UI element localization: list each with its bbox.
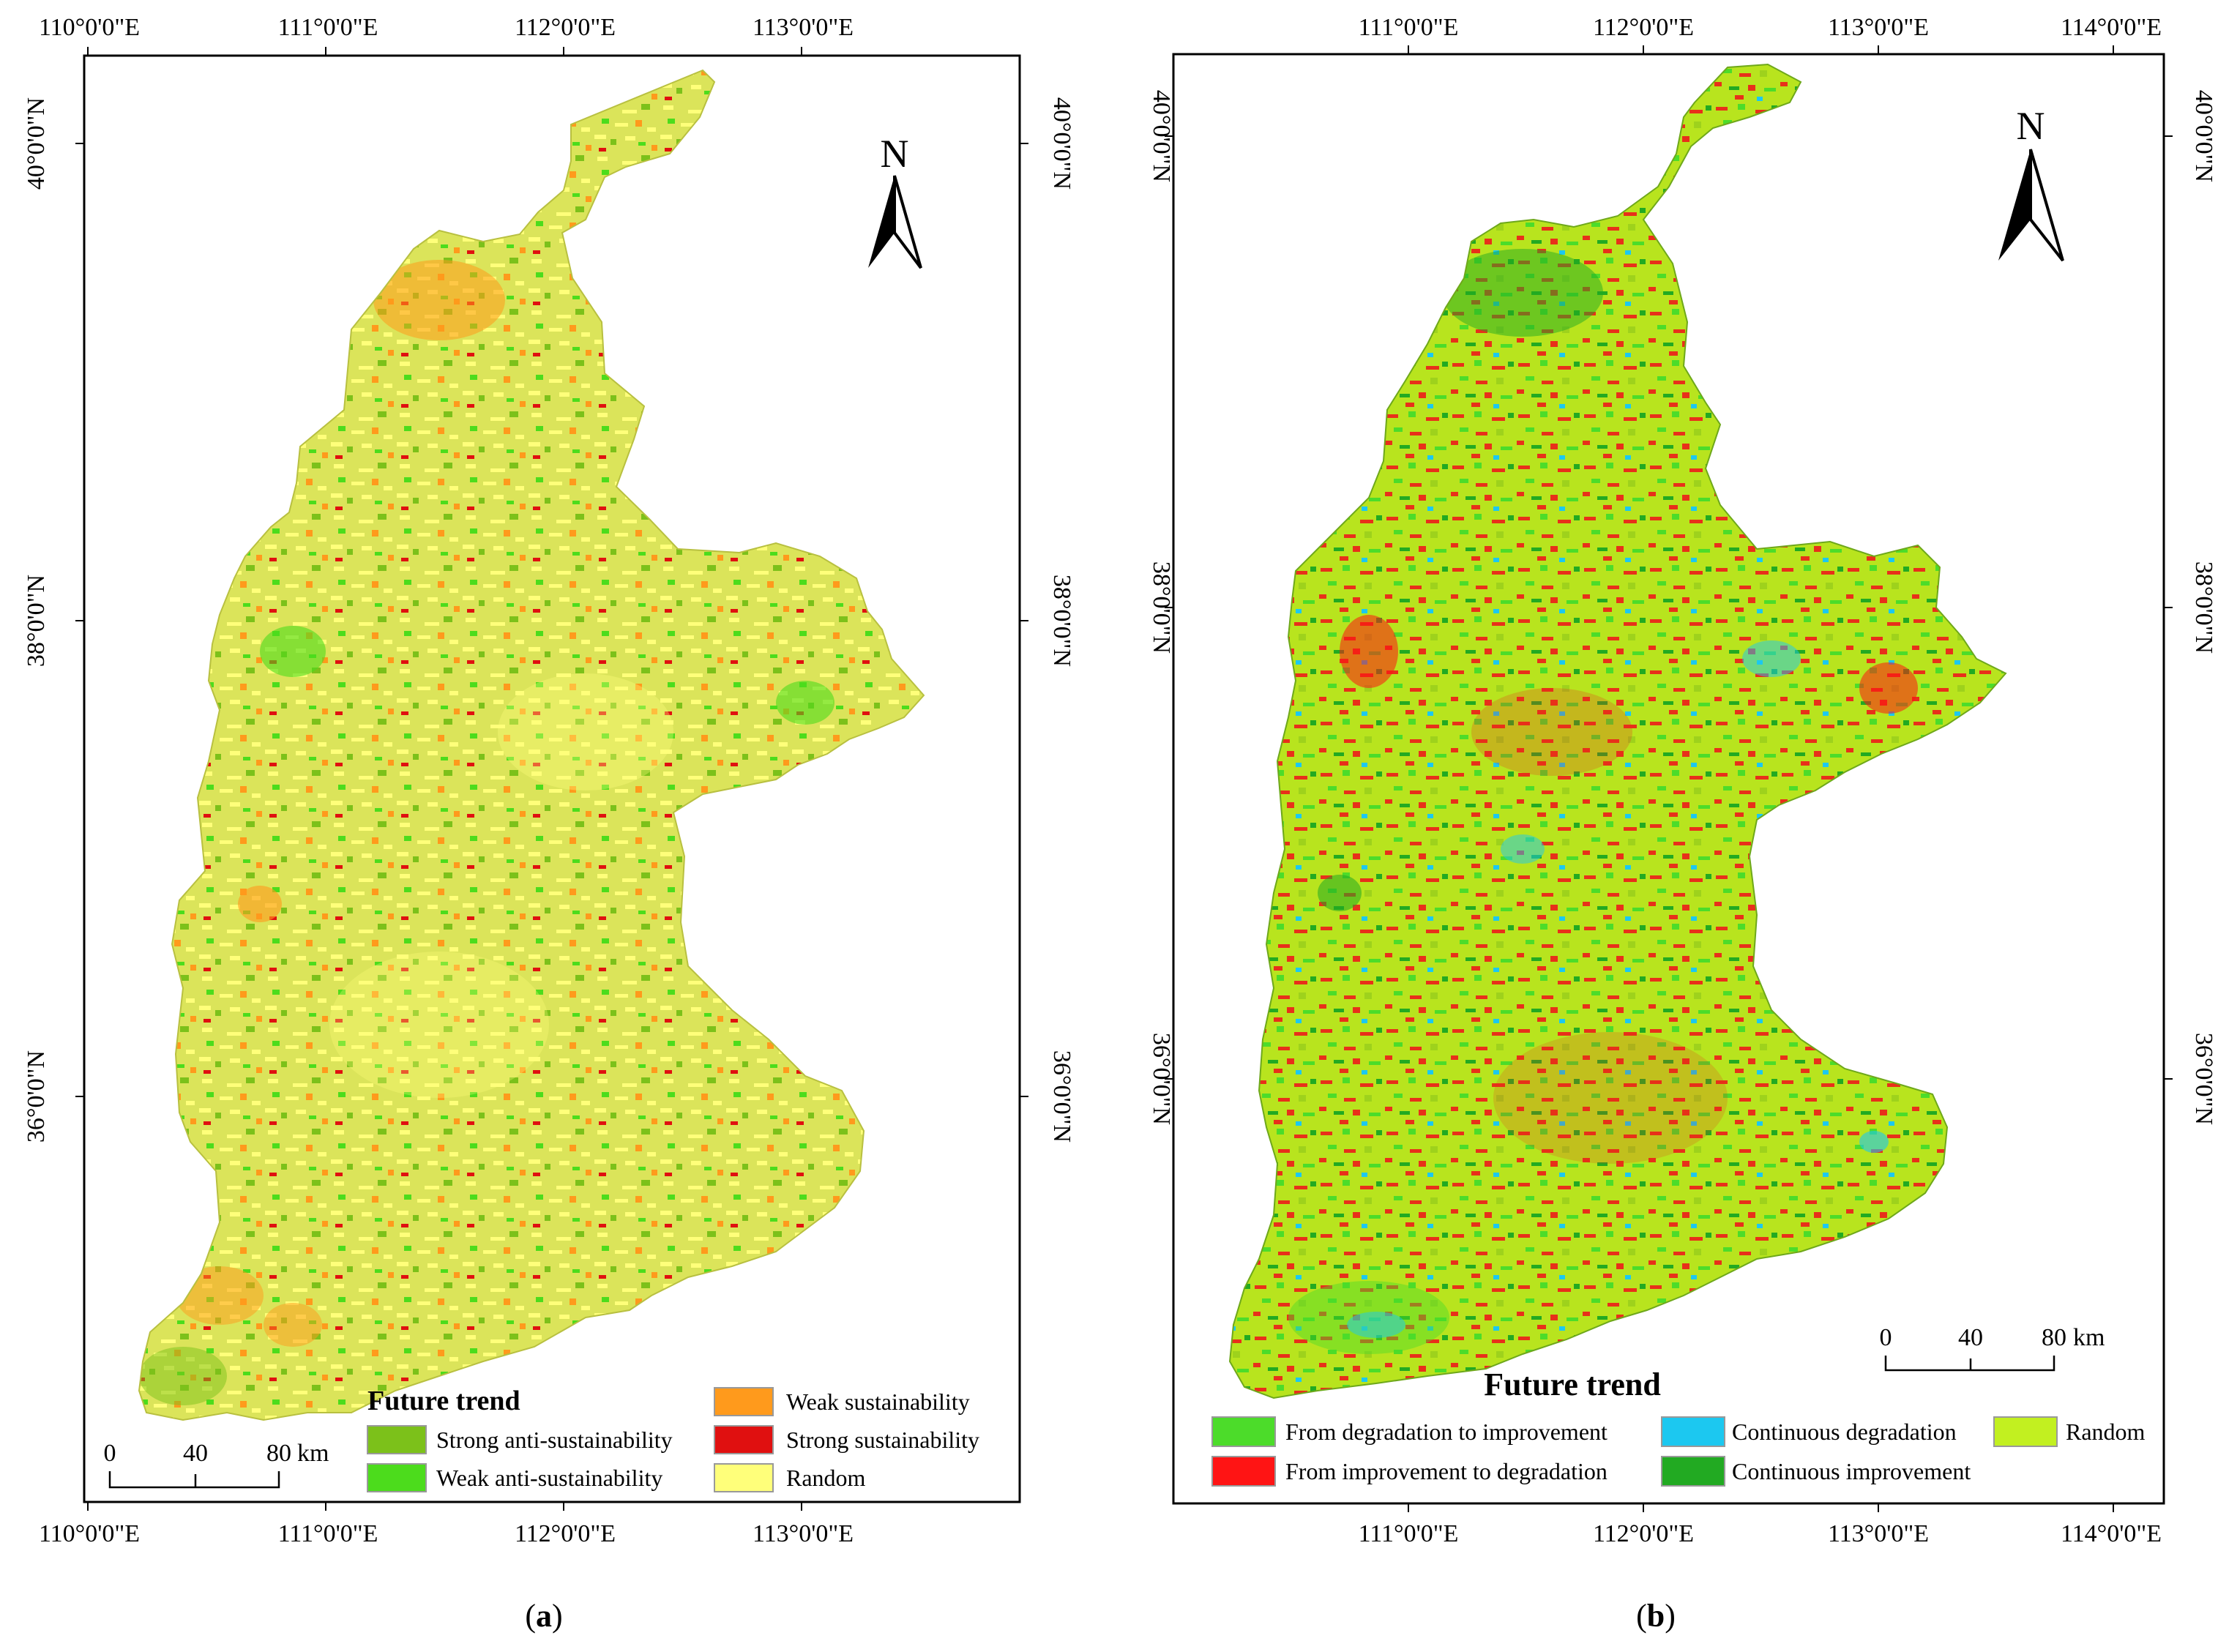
lat-label: 36°0'0"N [2190, 1033, 2217, 1125]
lon-labels-bottom-b: 111°0'0"E 112°0'0"E 113°0'0"E 114°0'0"E [1359, 1520, 2162, 1547]
lat-label: 36°0'0"N [23, 1050, 50, 1143]
north-label: N [2017, 104, 2045, 148]
legend-a: Future trend Strong anti-sustainability … [367, 1386, 979, 1492]
legend-label: From improvement to degradation [1285, 1458, 1608, 1484]
legend-label: Continuous degradation [1732, 1419, 1957, 1445]
legend-item: Strong sustainability [714, 1425, 979, 1454]
panel-a: 110°0'0"E 111°0'0"E 112°0'0"E 113°0'0"E … [23, 14, 1075, 1634]
legend-swatch [1211, 1456, 1276, 1487]
scale-tick-label: 80 [266, 1440, 291, 1467]
scale-bar-a: 0 40 80 km [104, 1440, 329, 1489]
lat-labels-left-a: 40°0'0"N 38°0'0"N 36°0'0"N [23, 97, 50, 1143]
panel-label-a: (a) [525, 1598, 562, 1634]
lon-label: 113°0'0"E [753, 14, 854, 41]
panel-b: 111°0'0"E 112°0'0"E 113°0'0"E 114°0'0"E … [1148, 14, 2217, 1634]
legend-title: Future trend [1484, 1367, 1661, 1402]
north-arrow-icon: N [1998, 104, 2064, 262]
lat-label: 40°0'0"N [1148, 90, 1175, 182]
lat-label: 40°0'0"N [1048, 97, 1075, 190]
lat-label: 40°0'0"N [2190, 90, 2217, 182]
north-label: N [881, 132, 909, 176]
legend-item: Continuous improvement [1661, 1456, 1971, 1487]
scale-tick-label: 40 [183, 1440, 208, 1467]
scale-tick-label: 80 [2042, 1324, 2066, 1351]
legend-item: Continuous degradation [1661, 1416, 1957, 1447]
graticule-ticks-b [1165, 45, 2173, 1512]
scale-bar-b: 0 40 80 km [1880, 1324, 2105, 1372]
lat-label: 40°0'0"N [23, 97, 50, 190]
legend-item: From degradation to improvement [1211, 1416, 1608, 1447]
legend-swatch [714, 1463, 774, 1492]
lon-label: 111°0'0"E [1359, 1520, 1459, 1547]
legend-swatch [1211, 1416, 1276, 1447]
lon-label: 114°0'0"E [2061, 14, 2162, 41]
lon-label: 111°0'0"E [278, 14, 378, 41]
legend-swatch [714, 1425, 774, 1454]
legend-item: Random [1993, 1416, 2146, 1447]
legend-swatch [1993, 1416, 2058, 1447]
lon-label: 110°0'0"E [39, 1520, 140, 1547]
scale-tick-label: 0 [1880, 1324, 1892, 1351]
graticule-ticks-a [75, 47, 1028, 1511]
legend-label: Random [2066, 1419, 2146, 1445]
lat-label: 38°0'0"N [1048, 575, 1075, 667]
lat-labels-right-a: 40°0'0"N 38°0'0"N 36°0'0"N [1048, 97, 1075, 1143]
lon-labels-top-b: 111°0'0"E 112°0'0"E 113°0'0"E 114°0'0"E [1359, 14, 2162, 41]
legend-item: Weak anti-sustainability [367, 1463, 662, 1492]
study-region-b [1228, 63, 2007, 1399]
legend-item: Random [714, 1463, 866, 1492]
legend-item: Weak sustainability [714, 1387, 970, 1416]
lon-label: 111°0'0"E [278, 1520, 378, 1547]
lon-label: 113°0'0"E [1828, 1520, 1929, 1547]
legend-label: Random [786, 1465, 866, 1491]
panel-label-b: (b) [1636, 1598, 1676, 1634]
north-arrow-icon: N [868, 132, 922, 269]
scale-tick-label: 0 [104, 1440, 116, 1467]
lon-label: 112°0'0"E [515, 14, 616, 41]
legend-swatch [367, 1425, 427, 1454]
legend-swatch [1661, 1416, 1725, 1447]
lat-labels-left-b: 40°0'0"N 38°0'0"N 36°0'0"N [1148, 90, 1175, 1125]
lon-labels-top-a: 110°0'0"E 111°0'0"E 112°0'0"E 113°0'0"E [39, 14, 854, 41]
legend-label: Continuous improvement [1732, 1458, 1971, 1484]
legend-title: Future trend [367, 1386, 520, 1416]
lon-label: 113°0'0"E [1828, 14, 1929, 41]
lat-labels-right-b: 40°0'0"N 38°0'0"N 36°0'0"N [2190, 90, 2217, 1125]
lat-label: 36°0'0"N [1048, 1050, 1075, 1143]
lat-label: 38°0'0"N [23, 575, 50, 667]
lon-label: 112°0'0"E [515, 1520, 616, 1547]
legend-label: Strong anti-sustainability [436, 1427, 673, 1453]
legend-item: From improvement to degradation [1211, 1456, 1608, 1487]
lon-label: 114°0'0"E [2061, 1520, 2162, 1547]
lat-label: 38°0'0"N [2190, 561, 2217, 654]
lon-label: 113°0'0"E [753, 1520, 854, 1547]
lon-label: 112°0'0"E [1593, 1520, 1694, 1547]
lon-label: 110°0'0"E [39, 14, 140, 41]
legend-label: Strong sustainability [786, 1427, 979, 1453]
scale-tick-label: 40 [1958, 1324, 1983, 1351]
legend-label: Weak sustainability [786, 1388, 970, 1415]
study-region-a [138, 69, 925, 1421]
lon-label: 111°0'0"E [1359, 14, 1459, 41]
lat-label: 36°0'0"N [1148, 1033, 1175, 1125]
legend-label: From degradation to improvement [1285, 1419, 1608, 1445]
lon-label: 112°0'0"E [1593, 14, 1694, 41]
scale-unit: km [2073, 1324, 2105, 1351]
lat-label: 38°0'0"N [1148, 561, 1175, 654]
legend-b: Future trend From degradation to improve… [1211, 1367, 2146, 1487]
legend-swatch [367, 1463, 427, 1492]
lon-labels-bottom-a: 110°0'0"E 111°0'0"E 112°0'0"E 113°0'0"E [39, 1520, 854, 1547]
legend-swatch [1661, 1456, 1725, 1487]
legend-swatch [714, 1387, 774, 1416]
scale-unit: km [297, 1440, 329, 1467]
legend-item: Strong anti-sustainability [367, 1425, 673, 1454]
legend-label: Weak anti-sustainability [436, 1465, 662, 1491]
